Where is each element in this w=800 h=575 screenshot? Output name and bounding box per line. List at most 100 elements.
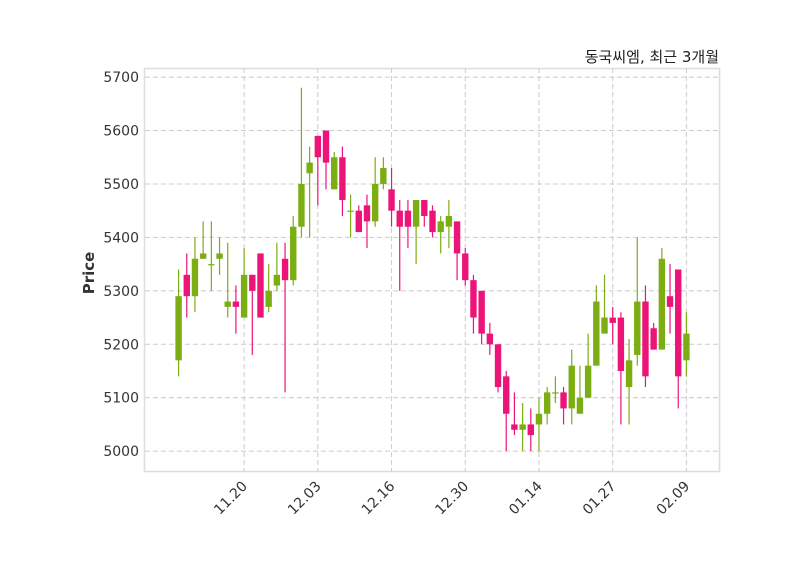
candle-up [584,333,592,398]
candle-up [175,269,182,377]
candle-down [232,285,240,334]
candle-up [306,146,313,238]
candle-up [273,242,281,291]
x-tick-label: 01.14 [506,478,546,518]
candle-body [290,226,297,281]
candle-up [634,237,641,366]
candle-body [257,253,264,318]
y-axis-ticks: 5000 5100 5200 5300 5400 5500 5600 5700 [103,70,139,460]
candle-up [208,221,215,291]
candle-body [396,210,403,227]
x-tick-label: 02.09 [654,479,694,519]
candle-body [666,296,674,307]
y-tick-label: 5100 [103,391,139,407]
chart-title: 동국씨엠, 최근 3개월 [585,48,719,66]
candle-up [290,216,297,286]
candle-up [658,248,666,350]
candle-down [339,146,346,217]
candle-down [511,392,518,436]
candle-down [183,253,190,318]
candle-up [601,274,608,334]
candle-down [617,312,625,425]
candle-up [240,248,248,318]
candle-up [568,349,575,425]
x-tick-label: 01.27 [580,479,620,519]
candle-body [273,274,281,286]
candle-body [470,280,477,318]
x-tick-label: 11.20 [211,479,251,519]
candle-body [675,269,682,377]
candle-down [675,269,682,409]
candle-up [552,376,559,404]
candle-down [429,205,436,238]
candle-body [183,274,190,297]
candle-up [191,237,199,313]
candle-body [306,162,313,174]
candle-up [543,387,551,425]
candle-down [396,199,403,291]
candle-body [322,130,330,163]
candle-down [609,306,616,345]
candle-up [371,157,379,227]
candle-down [249,274,256,355]
x-tick-label: 12.30 [432,479,472,519]
candle-down [642,285,649,388]
candle-body [503,376,510,414]
candle-body [650,328,657,350]
candle-up [331,151,338,190]
candle-body [363,205,371,222]
y-tick-label: 5700 [103,70,139,86]
candle-up [437,216,444,254]
grid-lines [145,68,720,472]
candle-body [552,392,559,394]
candle-body [355,210,362,233]
candles [175,87,690,452]
candle-up [519,403,526,452]
candle-body [199,253,207,259]
candle-body [421,199,428,217]
candle-body [527,424,534,436]
candle-body [609,317,616,323]
candle-body [642,301,649,377]
candle-up [265,264,272,313]
candle-body [478,290,485,334]
y-axis-label: Price [80,252,98,295]
candle-down [363,194,371,249]
candle-body [543,392,551,414]
candle-body [519,424,526,430]
candle-body [453,221,461,254]
candle-body [380,167,387,184]
candle-up [535,397,543,452]
candle-up [625,338,633,425]
candle-down [494,344,502,393]
candle-body [331,157,338,190]
y-tick-label: 5200 [103,337,139,353]
candle-body [224,301,231,307]
candle-down [462,248,469,286]
candle-down [388,167,395,227]
candle-up [199,221,207,259]
candle-body [601,317,608,334]
candle-up [216,237,223,275]
candle-down [322,130,330,190]
candle-body [576,397,584,414]
x-tick-label: 12.03 [285,479,325,519]
candle-body [462,253,469,281]
candle-body [404,210,412,227]
candle-body [232,301,240,307]
y-tick-label: 5400 [103,230,139,246]
plot-frame [143,67,721,473]
candle-up [445,199,453,249]
candle-down [314,135,322,206]
candle-body [437,221,444,233]
candle-body [593,301,600,366]
candle-up [683,312,690,377]
candle-down [650,322,657,350]
candle-up [380,157,387,190]
candle-down [503,371,510,452]
candle-body [511,424,518,430]
candle-down [527,408,534,452]
candle-down [486,322,494,355]
candle-down [355,205,362,233]
candle-body [584,365,592,398]
